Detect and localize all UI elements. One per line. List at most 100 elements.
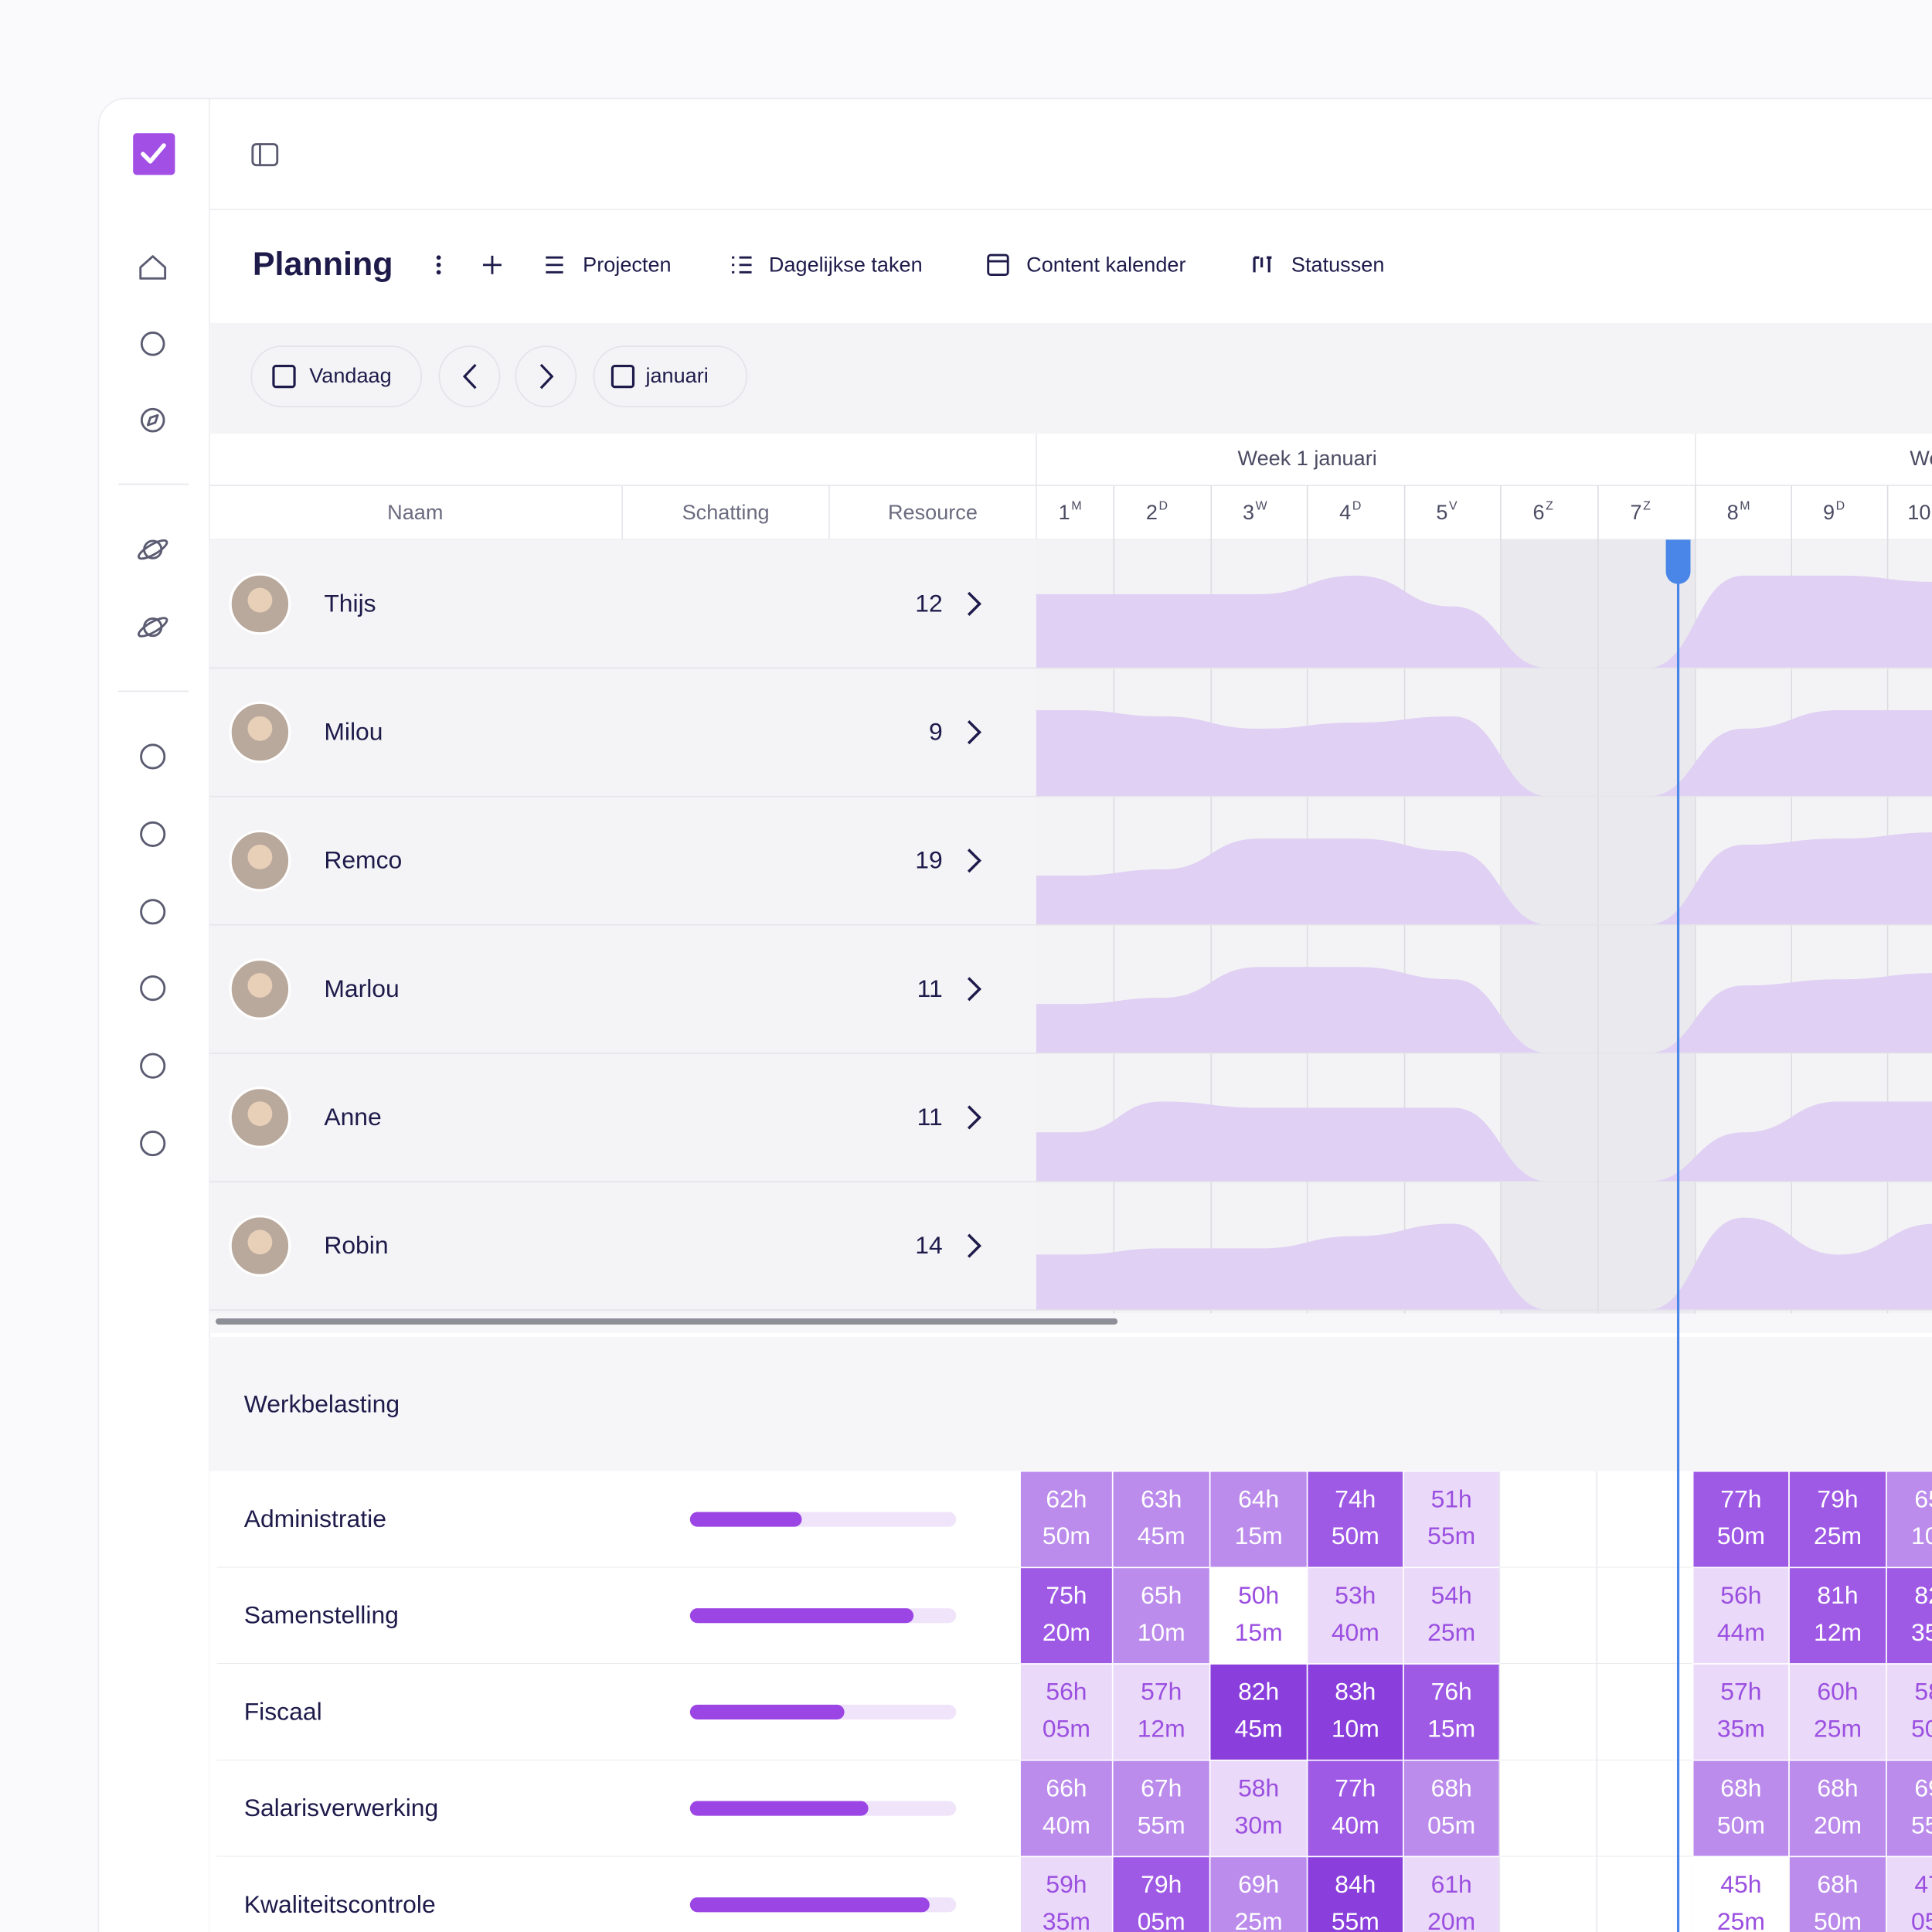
person-resource: 14	[915, 1231, 942, 1259]
cell-text: 75h	[1046, 1581, 1087, 1609]
cell-text: 55m	[1332, 1907, 1379, 1932]
workload-cell	[1886, 1759, 1932, 1858]
nav-item[interactable]	[140, 1053, 166, 1079]
nav-item[interactable]	[140, 899, 166, 925]
cell-text: 40m	[1043, 1811, 1090, 1838]
workload-cell	[1019, 1663, 1114, 1761]
row-expand[interactable]	[967, 1105, 982, 1130]
day-letter: D	[1352, 499, 1362, 512]
workload-name: Salarisverwerking	[244, 1794, 439, 1821]
load-area	[1036, 1217, 1932, 1311]
next-button[interactable]	[515, 345, 577, 407]
workload-title: Werkbelasting	[244, 1390, 400, 1418]
tab-icon	[1253, 256, 1272, 273]
tab-icon	[546, 256, 563, 274]
column-header: Schatting	[682, 500, 770, 524]
cell-text: 53h	[1335, 1581, 1376, 1609]
row-expand[interactable]	[967, 1233, 982, 1258]
day-number: 5	[1436, 500, 1447, 524]
workload-name: Fiscaal	[244, 1697, 322, 1725]
day-number: 1	[1059, 500, 1070, 524]
cell-text: 45h	[1720, 1870, 1761, 1898]
scrollbar[interactable]	[216, 1318, 1118, 1325]
cell-text: 35m	[1043, 1907, 1090, 1932]
cell-text: 56h	[1720, 1581, 1761, 1609]
day-letter: Z	[1546, 499, 1553, 512]
calendar-icon	[611, 364, 635, 389]
cell-text: 47h	[1914, 1870, 1932, 1898]
tab[interactable]: Statussen	[1291, 253, 1385, 277]
cell-text: 25m	[1814, 1522, 1862, 1549]
add-button[interactable]	[483, 255, 502, 274]
cell-text: 51h	[1431, 1485, 1472, 1512]
person-name: Marlou	[324, 975, 399, 1002]
cell-text: 60h	[1817, 1678, 1858, 1706]
row-expand[interactable]	[967, 849, 982, 873]
load-area	[1036, 1101, 1932, 1182]
workload-cell	[1306, 1566, 1404, 1665]
nav-item[interactable]	[140, 975, 166, 1002]
cell-text: 12m	[1138, 1715, 1185, 1743]
person-resource: 11	[917, 975, 943, 1002]
person-name: Robin	[324, 1231, 388, 1259]
logo-check	[141, 143, 166, 164]
day-letter: M	[1740, 499, 1750, 512]
person-name: Milou	[324, 718, 383, 746]
nav-timer[interactable]	[140, 332, 165, 356]
person-resource: 19	[915, 846, 942, 874]
workload-cell	[1692, 1566, 1790, 1665]
tab[interactable]: Dagelijkse taken	[769, 253, 923, 277]
tab[interactable]: Content kalender	[1026, 253, 1185, 277]
workload-cell	[1111, 1470, 1211, 1569]
load-area	[1036, 575, 1932, 668]
nav-home[interactable]	[139, 255, 167, 280]
week-label: Week 2 januari	[1910, 446, 1932, 470]
cell-text: 20m	[1814, 1811, 1862, 1838]
cell-text: 50m	[1814, 1907, 1862, 1932]
workload-cell	[1209, 1566, 1308, 1665]
workload-cell	[1403, 1855, 1501, 1932]
cell-text: 50m	[1043, 1522, 1090, 1549]
nav-explore[interactable]	[140, 407, 165, 433]
cell-text: 50m	[1332, 1522, 1379, 1549]
load-area	[1036, 710, 1932, 797]
cell-text: 67h	[1141, 1774, 1182, 1801]
avatar-face	[247, 716, 273, 741]
workload-cell	[1306, 1759, 1404, 1858]
sidebar-toggle[interactable]	[251, 143, 279, 167]
cell-text: 68h	[1817, 1774, 1858, 1801]
people-panel	[209, 539, 1036, 1314]
today-handle[interactable]	[1665, 539, 1691, 584]
workload-cell	[1886, 1470, 1932, 1569]
nav-space-2-ring	[138, 617, 168, 638]
month-button[interactable]	[593, 345, 747, 407]
tab[interactable]: Projecten	[583, 253, 671, 277]
more-menu[interactable]	[436, 255, 441, 275]
cell-text: 05m	[1138, 1907, 1185, 1932]
row-expand[interactable]	[967, 591, 982, 616]
nav-item[interactable]	[140, 743, 166, 770]
workload-cell	[1306, 1855, 1404, 1932]
cell-text: 15m	[1427, 1715, 1475, 1743]
week-label: Week 1 januari	[1238, 446, 1377, 470]
prev-button[interactable]	[438, 345, 501, 407]
cell-text: 45m	[1235, 1715, 1283, 1743]
cell-text: 05m	[1427, 1811, 1475, 1838]
nav-item[interactable]	[140, 1131, 166, 1157]
today-button[interactable]	[250, 345, 423, 407]
cell-text: 55m	[1911, 1811, 1932, 1838]
workload-cell	[1788, 1470, 1887, 1569]
person-name: Thijs	[324, 589, 376, 617]
nav-space-1-ring	[138, 539, 168, 560]
workload-cell	[1111, 1759, 1211, 1858]
cell-text: 25m	[1814, 1715, 1862, 1743]
toolbar	[209, 322, 1932, 434]
row-expand[interactable]	[967, 977, 982, 1002]
tab-icon	[987, 253, 1009, 276]
nav-item[interactable]	[140, 821, 166, 847]
cell-text: 65h	[1914, 1485, 1932, 1512]
workload-name: Samenstelling	[244, 1601, 399, 1629]
row-expand[interactable]	[967, 719, 982, 745]
cell-text: 40m	[1332, 1618, 1379, 1646]
